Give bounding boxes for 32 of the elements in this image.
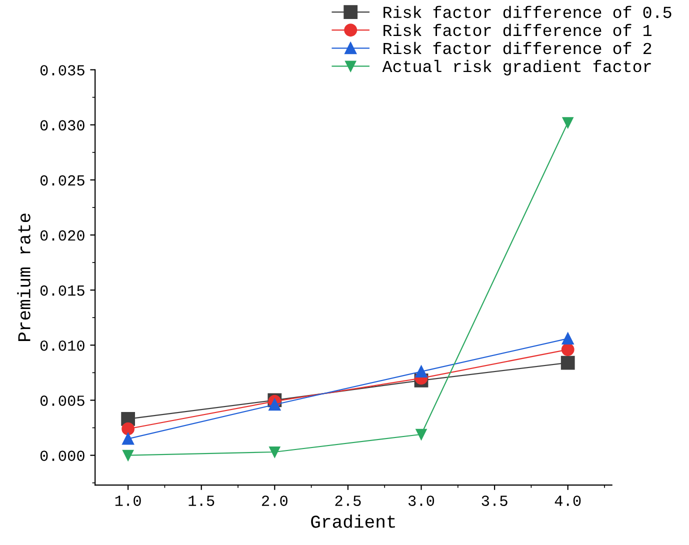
point	[415, 366, 428, 378]
x-tick-label: 2.5	[335, 496, 361, 506]
y-tick-label: 0.020	[40, 230, 84, 241]
x-axis-title: Gradient	[311, 514, 395, 528]
point	[268, 398, 281, 411]
y-tick-label: 0.030	[40, 120, 84, 131]
legend-label: Risk factor difference of 0.5	[384, 6, 672, 18]
x-tick-label: 2.0	[262, 496, 288, 506]
point	[122, 432, 134, 445]
y-axis-title: Premium rate	[17, 214, 30, 341]
y-tick-label: 0.035	[40, 65, 84, 76]
y-tick-label: 0.015	[40, 285, 84, 296]
x-tick-label: 1.0	[115, 496, 141, 506]
point	[562, 117, 574, 128]
point	[122, 422, 135, 436]
y-tick-label: 0.010	[40, 340, 84, 351]
x-tick-label: 3.0	[408, 496, 434, 506]
legend-label: Risk factor difference of 2	[384, 42, 652, 54]
x-tick-label: 3.5	[482, 496, 508, 506]
y-tick-label: 0.000	[40, 450, 84, 461]
point	[416, 428, 427, 440]
legend-label: Actual risk gradient factor	[382, 60, 651, 76]
point	[562, 332, 574, 345]
y-tick-label: 0.005	[40, 396, 84, 406]
point	[560, 356, 575, 370]
point	[269, 446, 280, 458]
x-tick-label: 1.5	[188, 496, 214, 506]
point	[561, 343, 574, 356]
y-tick-label: 0.025	[40, 175, 84, 186]
point	[122, 450, 134, 461]
x-tick-label: 4.0	[554, 496, 581, 506]
legend-label: Risk factor difference of 1	[384, 24, 652, 36]
